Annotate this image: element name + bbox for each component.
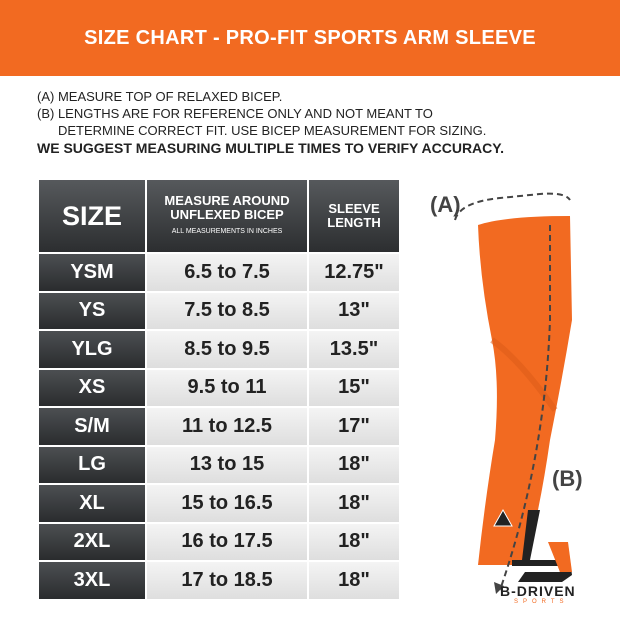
arm-sleeve [478,216,572,565]
brand-sub: SPORTS [514,599,569,605]
size-cell: YSM [39,254,145,291]
label-b: (B) [552,466,583,491]
note-b-cont: DETERMINE CORRECT FIT. USE BICEP MEASURE… [58,123,487,138]
table-row: LG 13 to 15 18" [39,446,399,483]
label-a: (A) [430,192,461,217]
table-row: S/M 11 to 12.5 17" [39,408,399,445]
measure-b-arrow [499,225,551,591]
length-cell: 17" [309,408,399,445]
bicep-cell: 8.5 to 9.5 [147,331,307,368]
size-cell: S/M [39,408,145,445]
length-cell: 12.75" [309,254,399,291]
header-measure: MEASURE AROUND UNFLEXED BICEP ALL MEASURE… [147,180,307,252]
arrow-head-b [494,582,504,594]
bicep-cell: 6.5 to 7.5 [147,254,307,291]
table-row: YLG 8.5 to 9.5 13.5" [39,331,399,368]
bicep-cell: 9.5 to 11 [147,369,307,406]
size-table: SIZE MEASURE AROUND UNFLEXED BICEP ALL ME… [37,178,401,601]
length-cell: 15" [309,369,399,406]
size-cell: 3XL [39,562,145,599]
header-length: SLEEVE LENGTH [309,180,399,252]
triangle-logo-icon [493,508,513,527]
length-cell: 18" [309,446,399,483]
table-row: 3XL 17 to 18.5 18" [39,562,399,599]
length-cell: 18" [309,485,399,522]
header-size: SIZE [39,180,145,252]
header-measure-note: ALL MEASUREMENTS IN INCHES [171,227,283,235]
note-b: (B) LENGTHS ARE FOR REFERENCE ONLY AND N… [37,106,433,121]
bicep-cell: 17 to 18.5 [147,562,307,599]
length-cell: 18" [309,562,399,599]
length-cell: 18" [309,523,399,560]
length-cell: 13" [309,292,399,329]
table-row: 2XL 16 to 17.5 18" [39,523,399,560]
instructions: (A) MEASURE TOP OF RELAXED BICEP. (B) LE… [37,88,504,157]
bicep-cell: 16 to 17.5 [147,523,307,560]
table-row: YSM 6.5 to 7.5 12.75" [39,254,399,291]
page-title: SIZE CHART - PRO-FIT SPORTS ARM SLEEVE [0,0,620,76]
length-cell: 13.5" [309,331,399,368]
size-cell: XS [39,369,145,406]
note-a: (A) MEASURE TOP OF RELAXED BICEP. [37,89,283,104]
table-row: XL 15 to 16.5 18" [39,485,399,522]
suggestion: WE SUGGEST MEASURING MULTIPLE TIMES TO V… [37,140,504,156]
size-cell: YS [39,292,145,329]
table-row: XS 9.5 to 11 15" [39,369,399,406]
bicep-cell: 13 to 15 [147,446,307,483]
brand-name: B-DRIVEN [500,583,576,599]
size-cell: 2XL [39,523,145,560]
arm-sleeve-diagram [454,192,572,594]
measure-a-arrow [454,192,571,221]
size-cell: LG [39,446,145,483]
header-measure-label: MEASURE AROUND UNFLEXED BICEP [164,192,290,222]
table-row: YS 7.5 to 8.5 13" [39,292,399,329]
size-cell: XL [39,485,145,522]
size-cell: YLG [39,331,145,368]
sleeve-shade [490,337,558,412]
bicep-cell: 15 to 16.5 [147,485,307,522]
bicep-cell: 11 to 12.5 [147,408,307,445]
bicep-cell: 7.5 to 8.5 [147,292,307,329]
